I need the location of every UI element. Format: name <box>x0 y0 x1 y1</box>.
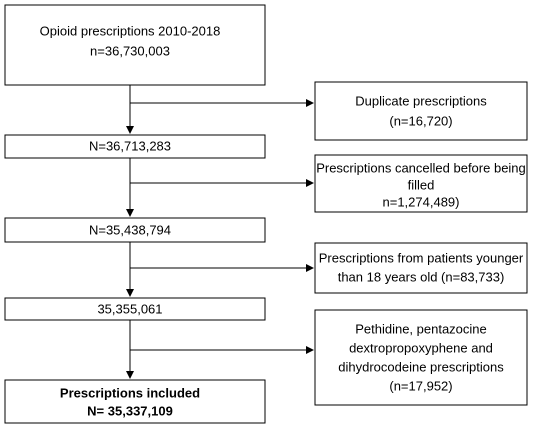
box-text: Prescriptions cancelled before being <box>316 160 526 175</box>
box-text: filled <box>408 177 435 192</box>
box <box>314 81 528 141</box>
box <box>4 297 266 321</box>
box-text: N=36,713,283 <box>89 138 171 153</box>
box <box>4 217 266 243</box>
box <box>314 309 528 406</box>
box-text: n=1,274,489) <box>383 194 460 209</box>
box <box>4 379 266 424</box>
box-text: N= 35,337,109 <box>87 403 173 418</box>
box-text: Prescriptions included <box>60 385 200 400</box>
box-text: dextropropoxyphene and <box>349 340 493 355</box>
box <box>4 134 266 159</box>
box-text: N=35,438,794 <box>89 222 171 237</box>
box-text: Pethidine, pentazocine <box>355 321 487 336</box>
box-text: n=36,730,003 <box>90 43 170 58</box>
box-text: than 18 years old (n=83,733) <box>338 269 505 284</box>
box <box>314 242 528 294</box>
box-text: Prescriptions from patients younger <box>319 250 524 265</box>
box <box>4 4 266 86</box>
box-text: Opioid prescriptions 2010-2018 <box>40 23 221 38</box>
box-text: dihydrocodeine prescriptions <box>338 359 504 374</box>
box <box>314 154 528 213</box>
box-text: (n=17,952) <box>389 378 452 393</box>
box-text: Duplicate prescriptions <box>355 93 487 108</box>
box-text: (n=16,720) <box>389 113 452 128</box>
box-text: 35,355,061 <box>97 301 162 316</box>
